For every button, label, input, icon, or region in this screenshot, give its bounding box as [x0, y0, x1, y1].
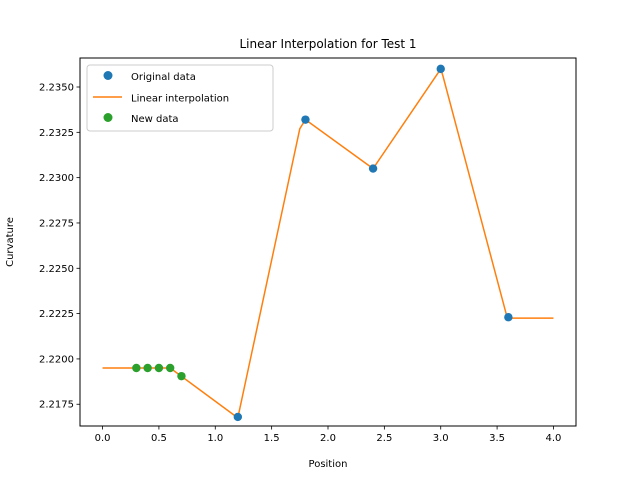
y-tick-label: 2.2225: [39, 309, 74, 320]
x-tick-label: 3.5: [489, 433, 505, 444]
data-point-original-data: [301, 115, 310, 124]
data-point-new-data: [154, 363, 164, 373]
data-point-original-data: [233, 412, 243, 422]
x-tick-label: 3.0: [433, 433, 449, 444]
legend-box: [86, 64, 274, 132]
y-tick-label: 2.2350: [39, 83, 74, 94]
x-tick-label: 0.5: [151, 433, 167, 444]
x-tick-label: 0.0: [95, 433, 111, 444]
chart-title: Linear Interpolation for Test 1: [239, 37, 416, 51]
legend-label-linear-interpolation: Linear interpolation: [131, 94, 229, 105]
y-tick-label: 2.2325: [39, 128, 74, 139]
legend: Original data Linear interpolation New d…: [86, 64, 274, 132]
y-axis-label: Curvature: [5, 217, 16, 267]
y-tick-label: 2.2200: [39, 354, 74, 365]
data-point-new-data: [143, 363, 152, 373]
x-axis: 0.0 0.5 1.0 1.5 2.0 2.5 3.0 3.5 4.0: [95, 426, 562, 444]
data-point-new-data: [132, 363, 141, 373]
legend-label-new-data: New data: [131, 114, 179, 125]
y-tick-label: 2.2175: [39, 400, 74, 411]
data-point-new-data: [165, 363, 175, 373]
x-tick-label: 4.0: [546, 433, 562, 444]
x-tick-label: 1.5: [264, 433, 280, 444]
data-point-original-data: [368, 164, 378, 173]
y-tick-label: 2.2250: [39, 264, 74, 275]
y-axis: 2.2175 2.2200 2.2225 2.2250 2.2275 2.2300 2.23…: [39, 83, 80, 411]
data-point-new-data: [177, 371, 186, 381]
plot-series: [102, 64, 554, 422]
x-axis-label: Position: [309, 459, 348, 470]
y-tick-label: 2.2300: [39, 173, 74, 184]
legend-marker-original-data: [103, 71, 113, 80]
x-tick-label: 2.5: [376, 433, 392, 444]
data-point-original-data: [504, 313, 513, 322]
data-point-original-data: [436, 64, 445, 74]
legend-label-original-data: Original data: [131, 72, 196, 83]
y-tick-label: 2.2275: [39, 218, 74, 229]
x-tick-label: 1.0: [207, 433, 223, 444]
legend-marker-new-data: [103, 113, 113, 122]
x-tick-label: 2.0: [320, 433, 336, 444]
